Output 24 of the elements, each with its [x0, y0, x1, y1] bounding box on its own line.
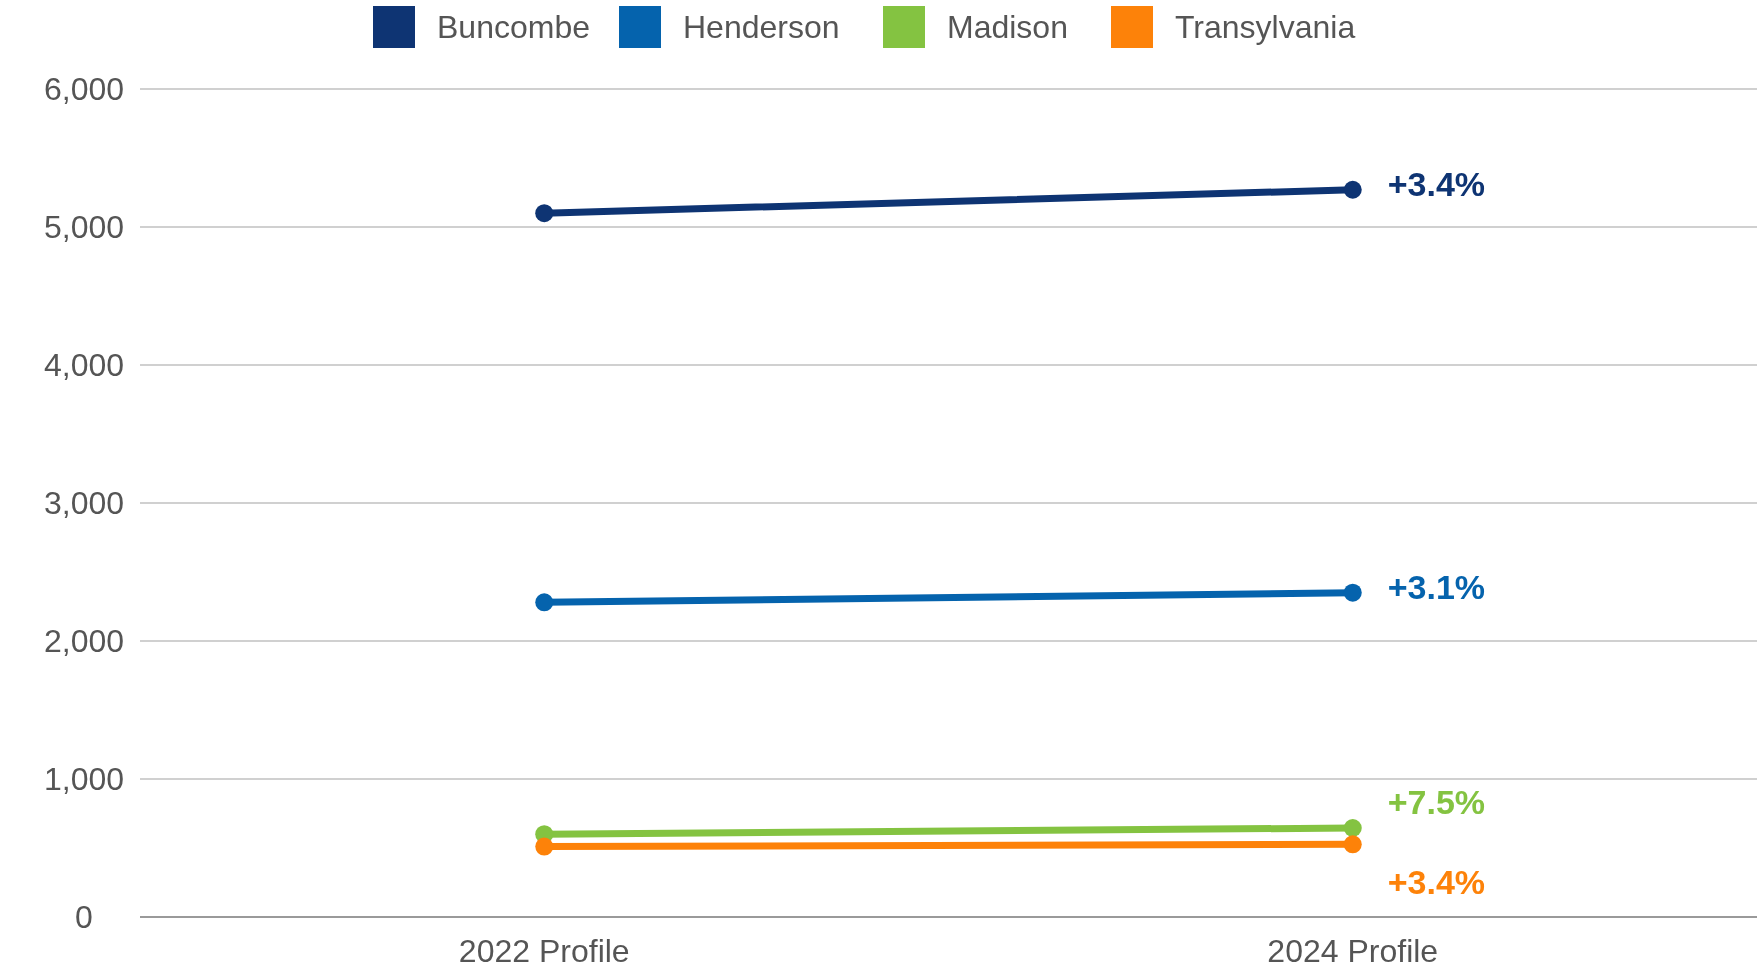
- y-tick-label: 2,000: [43, 623, 125, 660]
- y-tick-label: 1,000: [43, 761, 125, 798]
- legend-label: Henderson: [683, 9, 840, 46]
- legend-label: Transylvania: [1175, 9, 1356, 46]
- point: [535, 204, 554, 223]
- annotation: +3.1%: [1387, 567, 1486, 606]
- x-tick-label: 2022 Profile: [458, 933, 630, 969]
- y-tick-label: 4,000: [43, 347, 125, 384]
- y-tick-label: 0: [75, 899, 93, 936]
- y-tick-label: 6,000: [43, 71, 125, 108]
- point: [1343, 180, 1362, 199]
- annotation: +3.4%: [1387, 164, 1486, 203]
- point: [535, 837, 554, 856]
- point: [1343, 583, 1362, 602]
- y-tick-label: 3,000: [43, 485, 125, 522]
- point: [1343, 818, 1362, 837]
- annotation: +7.5%: [1387, 782, 1486, 821]
- y-tick-label: 5,000: [43, 209, 125, 246]
- point: [535, 593, 554, 612]
- x-tick-label: 2024 Profile: [1267, 933, 1439, 969]
- point: [1343, 835, 1362, 854]
- legend-label: Buncombe: [437, 9, 590, 46]
- legend-label: Madison: [947, 9, 1068, 46]
- annotation: +3.4%: [1387, 863, 1486, 902]
